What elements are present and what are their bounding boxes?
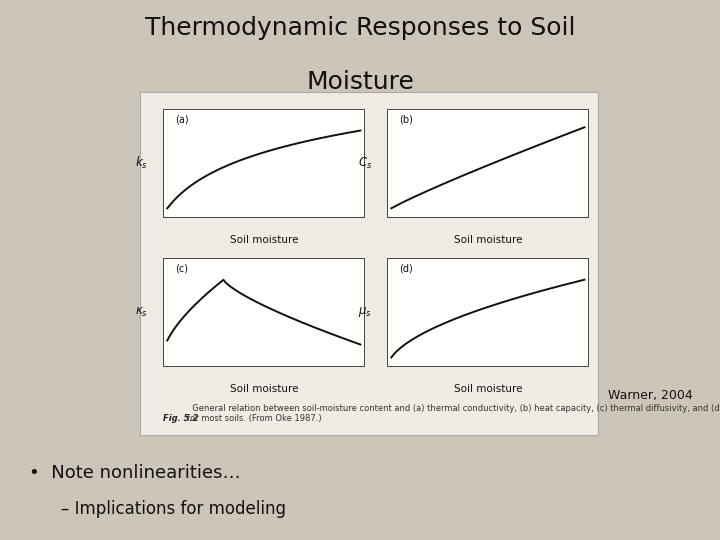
Text: (b): (b) bbox=[400, 114, 413, 124]
Text: $\kappa_s$: $\kappa_s$ bbox=[135, 306, 148, 319]
Text: Soil moisture: Soil moisture bbox=[230, 384, 298, 395]
Text: (d): (d) bbox=[400, 264, 413, 273]
Text: Thermodynamic Responses to Soil: Thermodynamic Responses to Soil bbox=[145, 16, 575, 40]
Text: $k_s$: $k_s$ bbox=[135, 155, 148, 171]
Text: $C_s$: $C_s$ bbox=[358, 156, 372, 171]
Text: $\mu_s$: $\mu_s$ bbox=[359, 305, 372, 319]
Text: – Implications for modeling: – Implications for modeling bbox=[61, 500, 287, 517]
Text: Soil moisture: Soil moisture bbox=[454, 235, 522, 245]
Text: Warner, 2004: Warner, 2004 bbox=[608, 389, 693, 402]
Text: Soil moisture: Soil moisture bbox=[230, 235, 298, 245]
Text: (a): (a) bbox=[176, 114, 189, 124]
Text: General relation between soil-moisture content and (a) thermal conductivity, (b): General relation between soil-moisture c… bbox=[187, 404, 720, 423]
Text: Fig. 5.2: Fig. 5.2 bbox=[163, 414, 199, 423]
Text: •  Note nonlinearities…: • Note nonlinearities… bbox=[29, 464, 240, 482]
Text: Soil moisture: Soil moisture bbox=[454, 384, 522, 395]
Text: (c): (c) bbox=[176, 264, 189, 273]
Text: Moisture: Moisture bbox=[306, 70, 414, 94]
